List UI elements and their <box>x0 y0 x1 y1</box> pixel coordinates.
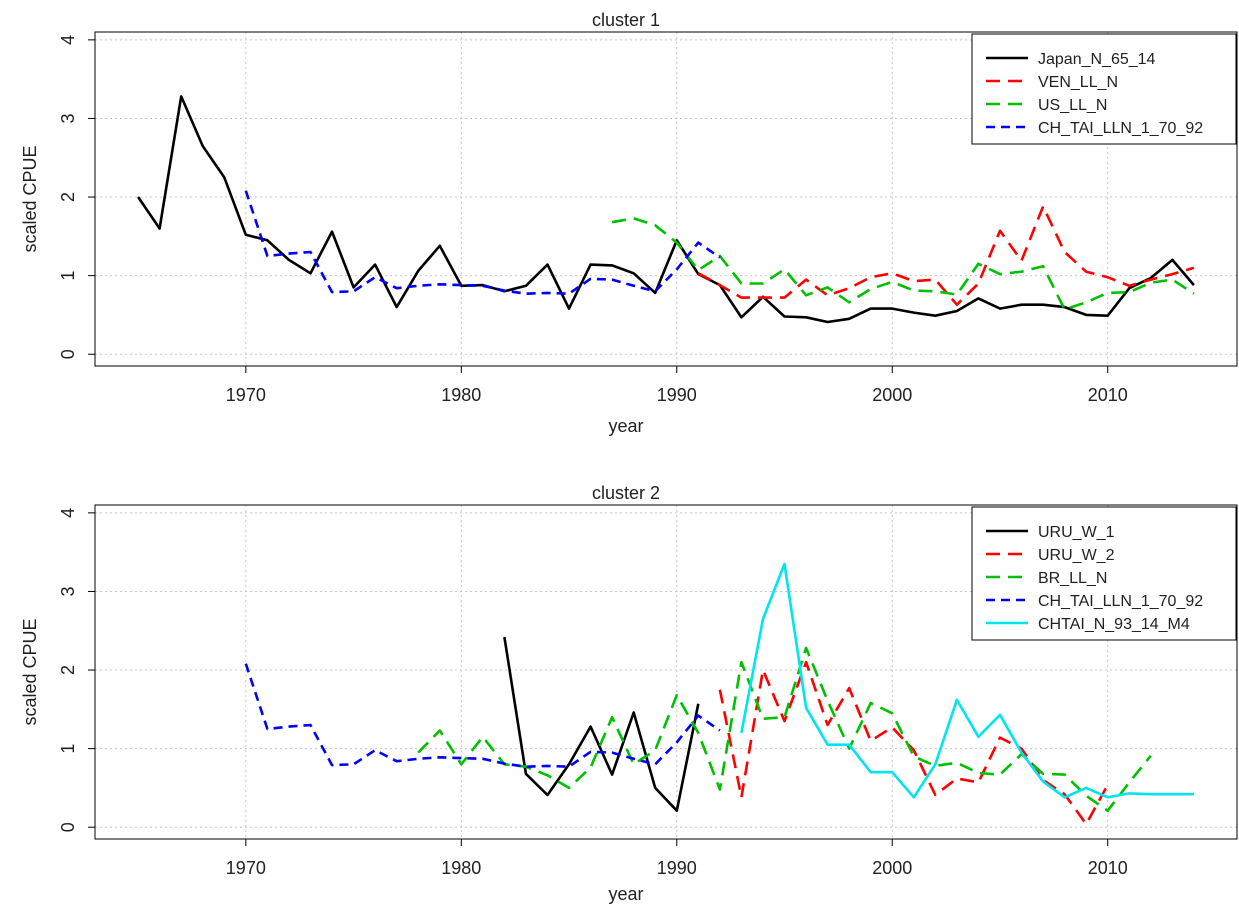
series-line-Japan_N_65_14 <box>137 95 1195 324</box>
x-tick-label: 2000 <box>872 858 912 878</box>
series-line-VEN_LL_N <box>697 205 1195 307</box>
plot-frame <box>94 31 1238 367</box>
legend-label: Japan_N_65_14 <box>1038 51 1156 68</box>
legend-label: URU_W_1 <box>1038 524 1115 541</box>
x-tick-label: 1980 <box>441 858 481 878</box>
legend-label: CHTAI_N_93_14_M4 <box>1038 616 1190 633</box>
legend-label: URU_W_2 <box>1038 547 1115 564</box>
legend: Japan_N_65_14 VEN_LL_N US_LL_N CH_TAI_LLN_1… <box>971 33 1237 145</box>
series-line-CH_TAI_LLN_1_70_92 <box>244 190 721 296</box>
legend-label: CH_TAI_LLN_1_70_92 <box>1038 593 1203 610</box>
legend-box <box>971 33 1237 145</box>
legend-label: VEN_LL_N <box>1038 74 1118 91</box>
chart-panel-2: 1970 1980 1990 2000 2010 0 1 2 3 4 cluster 2 year sc… <box>20 483 1238 904</box>
legend: URU_W_1 URU_W_2 BR_LL_N CH_TAI_LLN_1_70_92 C… <box>971 506 1237 641</box>
chart-panel-1: 1970 1980 1990 2000 2010 0 1 2 3 4 cluster 1 year sc… <box>20 10 1238 436</box>
series-line-URU_W_1 <box>503 636 700 813</box>
chart-title: cluster 2 <box>592 483 660 503</box>
x-axis-label: year <box>608 884 643 904</box>
plot-frame <box>94 504 1238 840</box>
legend-box <box>971 506 1237 641</box>
x-tick-label: 1990 <box>657 858 697 878</box>
series-line-URU_W_2 <box>718 660 1109 826</box>
y-tick-label: 3 <box>58 113 78 123</box>
x-tick-label: 2000 <box>872 385 912 405</box>
y-axis-label: scaled CPUE <box>20 145 40 252</box>
x-axis-label: year <box>608 416 643 436</box>
legend-label: US_LL_N <box>1038 97 1107 114</box>
y-tick-label: 3 <box>58 586 78 596</box>
series-line-US_LL_N <box>611 217 1195 311</box>
x-tick-label: 1990 <box>657 385 697 405</box>
legend-label: CH_TAI_LLN_1_70_92 <box>1038 120 1203 137</box>
series-line-CH_TAI_LLN_1_70_92 <box>244 663 721 769</box>
series-line-BR_LL_N <box>417 646 1152 813</box>
y-axis-label: scaled CPUE <box>20 618 40 725</box>
x-tick-label: 2010 <box>1088 385 1128 405</box>
x-tick-label: 1970 <box>226 858 266 878</box>
y-tick-label: 4 <box>58 35 78 45</box>
x-tick-label: 1980 <box>441 385 481 405</box>
y-tick-label: 0 <box>58 349 78 359</box>
y-tick-label: 1 <box>58 744 78 754</box>
y-tick-label: 4 <box>58 508 78 518</box>
chart-title: cluster 1 <box>592 10 660 30</box>
y-tick-label: 2 <box>58 665 78 675</box>
y-tick-label: 2 <box>58 192 78 202</box>
legend-label: BR_LL_N <box>1038 570 1107 587</box>
y-tick-label: 1 <box>58 271 78 281</box>
series-line-CHTAI_N_93_14_M4 <box>740 562 1194 799</box>
x-tick-label: 2010 <box>1088 858 1128 878</box>
y-tick-label: 0 <box>58 822 78 832</box>
x-tick-label: 1970 <box>226 385 266 405</box>
